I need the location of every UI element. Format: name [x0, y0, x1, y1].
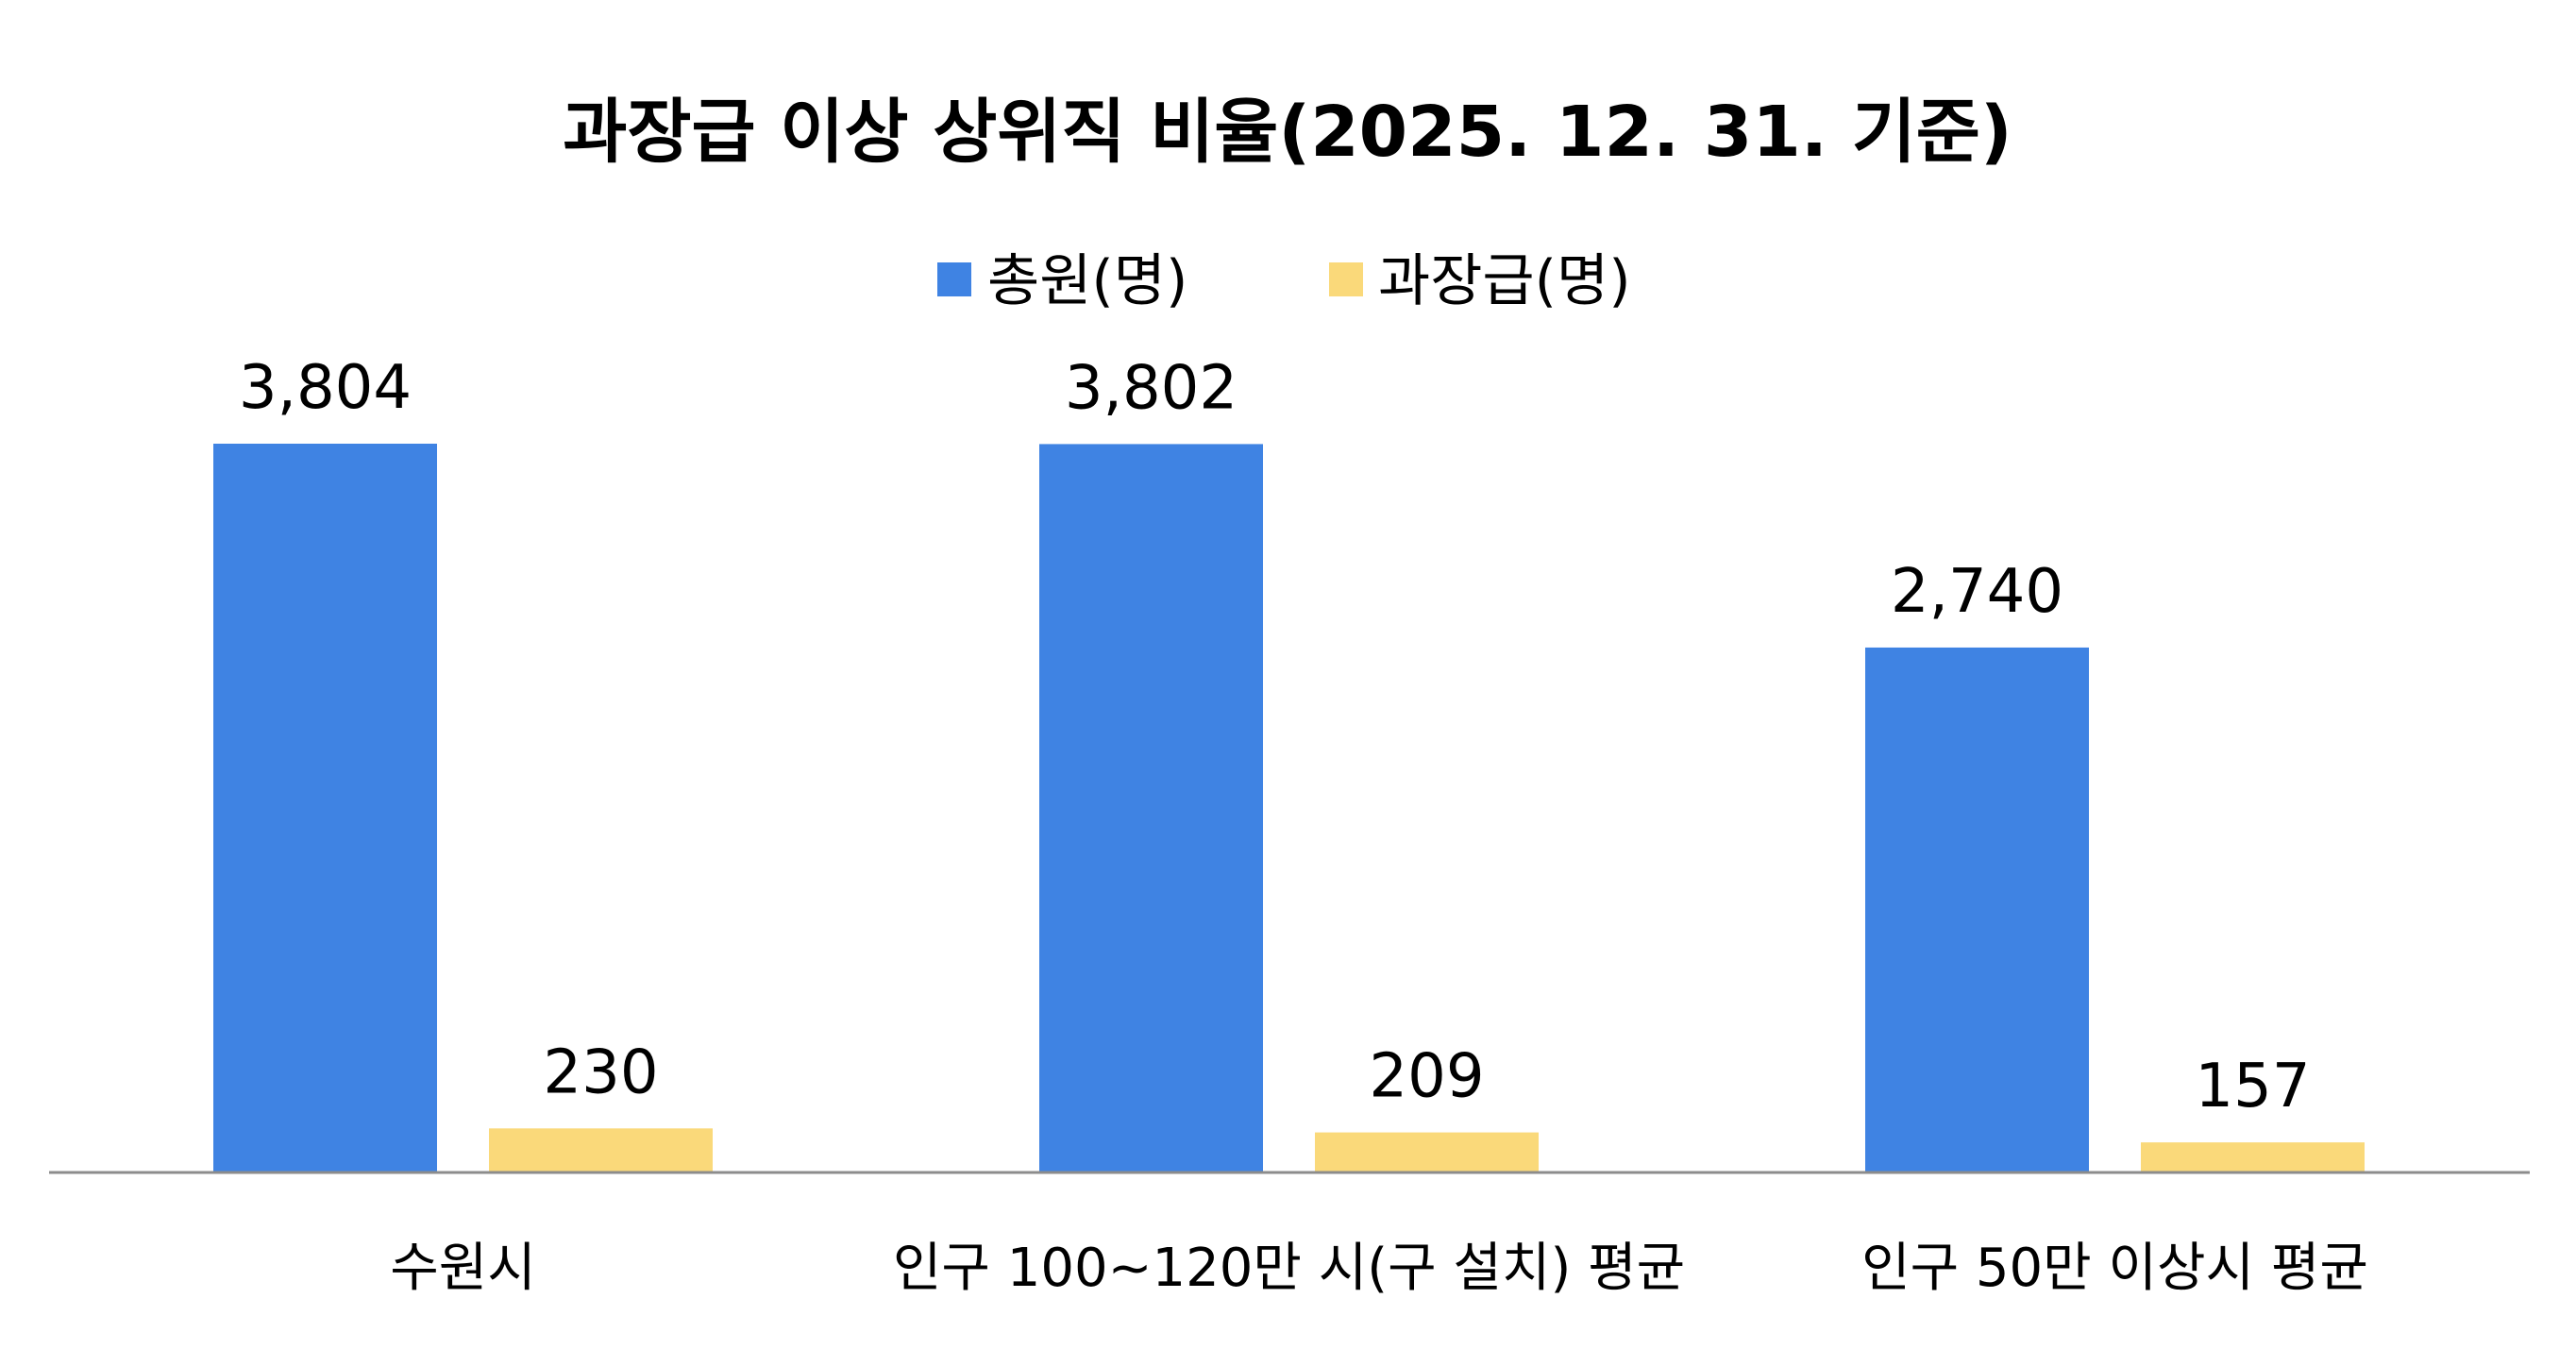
- bar-manager-2: [2141, 1142, 2365, 1172]
- bar-total-2: [1865, 647, 2089, 1172]
- data-label-manager-2: 157: [2195, 1052, 2310, 1121]
- data-label-total-1: 3,802: [1065, 353, 1237, 423]
- legend-swatch-manager: [1329, 262, 1363, 296]
- x-tick-label-0: 수원시: [390, 1238, 536, 1299]
- bar-manager-0: [489, 1128, 713, 1172]
- bars: [213, 444, 2365, 1172]
- legend: 총원(명) 과장급(명): [937, 248, 1631, 314]
- x-tick-label-1: 인구 100~120만 시(구 설치) 평균: [893, 1238, 1685, 1299]
- bar-total-0: [213, 444, 437, 1172]
- legend-label-total: 총원(명): [987, 248, 1187, 314]
- data-label-total-0: 3,804: [239, 353, 412, 423]
- bar-manager-1: [1315, 1132, 1539, 1172]
- legend-label-manager: 과장급(명): [1378, 248, 1631, 314]
- data-label-manager-0: 230: [543, 1037, 658, 1107]
- bar-total-1: [1039, 444, 1263, 1172]
- x-axis-tick-labels: 수원시 인구 100~120만 시(구 설치) 평균 인구 50만 이상시 평균: [390, 1238, 2368, 1299]
- data-label-total-2: 2,740: [1891, 557, 2063, 627]
- legend-swatch-total: [937, 262, 971, 296]
- data-labels: 3,804 230 3,802 209 2,740 157: [239, 353, 2311, 1121]
- chart-title: 과장급 이상 상위직 비율(2025. 12. 31. 기준): [563, 92, 2012, 173]
- x-tick-label-2: 인구 50만 이상시 평균: [1861, 1238, 2368, 1299]
- data-label-manager-1: 209: [1369, 1042, 1484, 1112]
